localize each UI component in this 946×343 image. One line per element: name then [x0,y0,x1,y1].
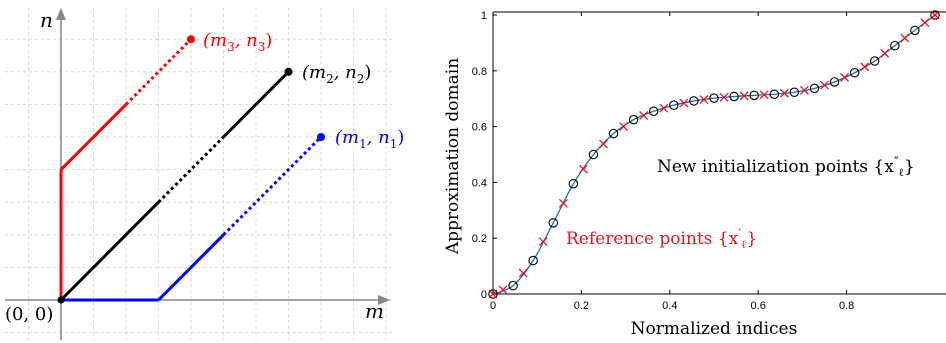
initialization-point-marker [689,96,699,106]
x-tick-label: 0.6 [751,300,766,312]
endpoint-marker [317,133,325,141]
origin-label: (0, 0) [5,304,53,325]
reference-point-marker [639,110,649,120]
initialization-point-marker [588,149,599,160]
initialization-point-marker [608,128,619,139]
endpoint-marker [187,35,195,44]
series-group [57,35,325,304]
y-axis-label: Approximation domain [443,58,463,255]
initialization-point-marker [648,106,659,117]
initialization-point-marker [890,40,900,51]
initialization-point-marker [749,90,759,101]
origin-marker [57,296,65,304]
reference-point-marker [498,285,508,295]
x-tick-label: 0.4 [662,300,677,312]
reference-point-marker [840,72,850,82]
path-segment [157,233,225,302]
reference-point-marker [599,139,608,149]
initialization-point-marker [789,87,800,98]
reference-point-marker [820,80,829,90]
reference-point-marker [759,90,769,100]
reference-point-marker [619,122,629,132]
initialization-point-marker [869,56,880,66]
initialization-point-marker [849,68,860,78]
y-tick-label: 0.8 [472,66,487,78]
path-segment [59,135,95,171]
initialization-point-marker [910,25,920,36]
reference-point-marker [880,48,890,58]
initialization-point-marker [528,255,538,266]
initialization-point-marker [669,100,679,110]
initialization-point-marker [729,91,739,102]
interpolation-curve [492,14,936,295]
path-diagram-chart: n m (0, 0) (m3, n3) (m2, n2) (m1, n1) [5,8,404,340]
x-axis-label: m [365,299,384,323]
reference-point-marker [779,88,789,98]
x-tick-label: 0.2 [574,300,589,312]
endpoint-marker [284,67,293,76]
curve-path [492,14,936,295]
initialization-point-marker [930,10,940,20]
x-tick-label: 0 [490,300,496,312]
series-label-m3n3: (m3, n3) [203,30,272,54]
reference-point-marker [488,289,498,299]
reference-point-marker [799,85,809,95]
annotation-new-initialization-points: New initialization points {x″ℓ} [657,155,915,179]
initialization-point-marker [548,218,559,228]
initialization-point-marker [568,179,579,189]
y-tick-label: 0.2 [472,233,487,245]
x-tick-label: 0.8 [839,300,854,312]
reference-point-marker [719,92,729,102]
initialization-point-marker [709,93,719,103]
series-label-m1n1: (m1, n1) [335,127,404,151]
approximation-domain-chart: 0 0.2 0.4 0.6 0.8 0 0.2 0.4 0.6 0.8 1 Normalized i… [443,10,946,339]
y-tick-label: 0.4 [472,177,487,189]
reference-point-marker [518,268,528,278]
reference-point-marker [538,237,548,247]
axes-box [492,11,946,295]
initialization-point-marker [628,114,639,125]
initialization-point-marker [769,89,780,99]
grid [5,8,395,340]
reference-point-marker [739,91,749,101]
path-segment [92,103,128,139]
y-axis-label: n [40,8,53,32]
initialization-point-marker [809,83,820,94]
path-segment [222,135,323,236]
reference-point-marker [578,164,588,174]
reference-point-marker [679,98,689,108]
reference-point-marker [699,95,709,104]
y-tick-label: 0.6 [472,122,487,134]
reference-point-marker [860,62,870,72]
ticks: 0 0.2 0.4 0.6 0.8 0 0.2 0.4 0.6 0.8 1 [472,10,855,312]
reference-point-marker [558,198,568,208]
path-segment [59,201,160,302]
path-segment [222,70,290,139]
y-tick-label: 1 [481,10,487,22]
markers [488,10,940,299]
y-tick-label: 0 [481,289,487,301]
initialization-point-marker [508,280,518,291]
initialization-point-marker [829,77,840,87]
x-axis-label: Normalized indices [631,319,798,339]
series-label-m2n2: (m2, n2) [302,62,371,86]
annotation-reference-points: Reference points {x′ℓ} [566,227,757,251]
reference-point-marker [900,33,910,43]
reference-point-marker [659,103,669,113]
initialization-point-marker [488,289,498,299]
x-axis-arrow [378,295,390,305]
reference-point-marker [930,10,940,20]
y-axis-arrow [56,8,66,20]
axes [5,8,390,340]
reference-point-marker [920,18,930,28]
